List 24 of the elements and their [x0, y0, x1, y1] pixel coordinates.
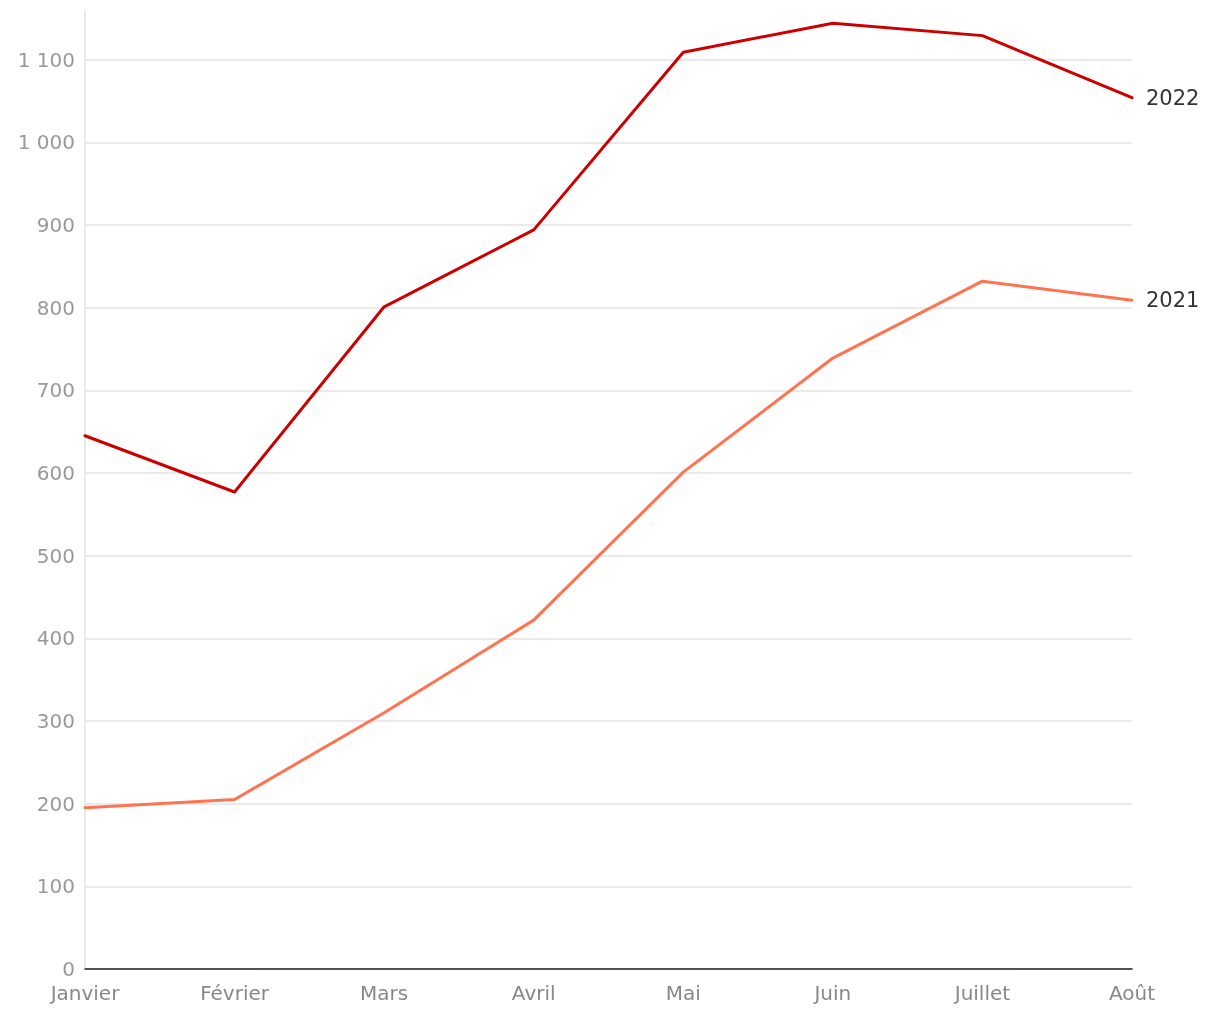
x-tick-label: Janvier: [48, 981, 121, 1005]
series-label: 2022: [1146, 85, 1200, 110]
x-tick-label: Juin: [812, 981, 852, 1005]
series-label: 2021: [1146, 288, 1200, 313]
x-tick-label: Avril: [511, 981, 556, 1005]
y-tick-label: 1 100: [17, 47, 75, 72]
x-tick-label: Mars: [360, 981, 409, 1005]
y-tick-label: 100: [36, 874, 75, 899]
y-tick-label: 1 000: [17, 130, 75, 155]
y-tick-label: 500: [36, 543, 75, 568]
line-series: [83, 279, 1134, 810]
x-tick-label: Février: [200, 981, 270, 1005]
y-tick-label: 700: [36, 378, 75, 403]
y-tick-label: 300: [36, 708, 75, 733]
y-tick-label: 0: [62, 957, 75, 981]
y-tick-label: 900: [36, 212, 75, 237]
y-tick-label: 800: [36, 295, 75, 320]
y-tick-label: 600: [36, 460, 75, 485]
y-tick-label: 200: [36, 791, 75, 816]
x-tick-label: Juillet: [952, 981, 1011, 1005]
x-tick-label: Août: [1108, 981, 1156, 1005]
y-tick-label: 400: [36, 626, 75, 651]
line-series: [83, 21, 1134, 494]
x-tick-label: Mai: [665, 981, 701, 1005]
